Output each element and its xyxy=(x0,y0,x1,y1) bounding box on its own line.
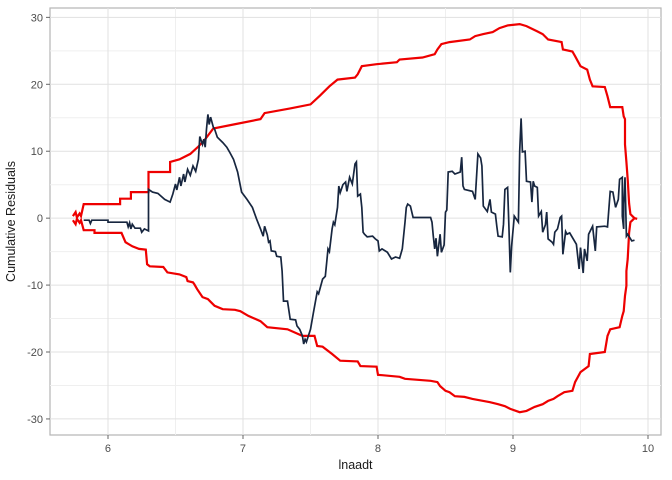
axis-ticks xyxy=(46,16,649,439)
y-tick-label: -10 xyxy=(27,280,43,292)
envelope-upper-line xyxy=(71,22,638,221)
axis-tick-labels: 6 7 8 9 10 -30 -20 -10 0 10 20 30 xyxy=(27,12,654,455)
x-tick-label: 6 xyxy=(105,443,111,455)
data-series xyxy=(71,22,638,414)
x-tick-label: 8 xyxy=(375,443,381,455)
y-axis-title: Cumulative Residuals xyxy=(4,161,18,282)
x-tick-label: 10 xyxy=(642,443,654,455)
y-tick-label: 20 xyxy=(31,79,43,91)
x-axis-title: lnaadt xyxy=(338,458,373,472)
x-tick-label: 7 xyxy=(240,443,246,455)
x-tick-label: 9 xyxy=(510,443,516,455)
y-tick-label: -20 xyxy=(27,347,43,359)
minor-gridlines xyxy=(50,8,661,435)
panel-background xyxy=(49,7,662,436)
envelope-lower-line xyxy=(71,216,636,414)
y-tick-label: 10 xyxy=(31,146,43,158)
y-tick-label: 0 xyxy=(37,213,43,225)
plot-panel xyxy=(49,7,662,436)
y-tick-label: 30 xyxy=(31,12,43,24)
cumulative-residuals-line xyxy=(83,114,635,345)
y-tick-label: -30 xyxy=(27,414,43,426)
